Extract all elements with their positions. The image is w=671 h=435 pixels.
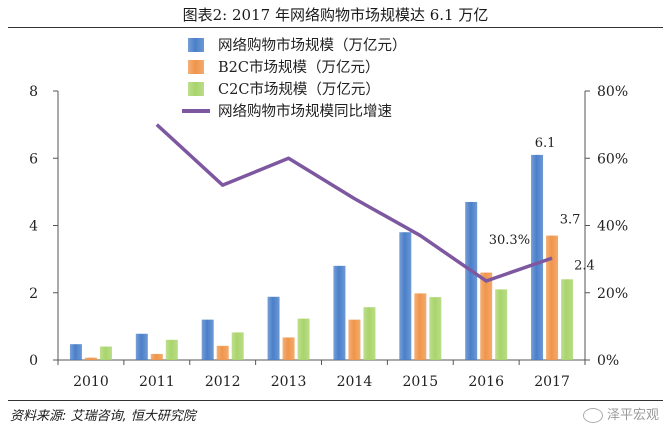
- y-right-tick-label: 0%: [597, 353, 619, 369]
- bar-3-2015: [429, 297, 442, 360]
- y-right-tick-label: 40%: [597, 219, 628, 235]
- x-tick-label: 2010: [73, 374, 109, 390]
- source-note: 资料来源: 艾瑞咨询, 恒大研究院: [10, 409, 196, 424]
- y-right-tick-label: 20%: [597, 286, 628, 302]
- x-tick-label: 2014: [337, 374, 373, 390]
- bar-3-2012: [231, 332, 244, 360]
- bar-2-2013: [282, 337, 295, 360]
- title-divider: [8, 27, 663, 28]
- bar-2-2012: [216, 345, 229, 360]
- legend-label-2: B2C市场规模（万亿元）: [218, 59, 379, 76]
- legend-swatch-3: [188, 82, 204, 96]
- legend-label-1: 网络购物市场规模（万亿元）: [218, 37, 407, 54]
- bar-3-2011: [165, 339, 178, 360]
- growth-rate-line: [155, 123, 553, 283]
- bar-3-2017: [561, 279, 574, 360]
- legend-label-4: 网络购物市场规模同比增速: [218, 103, 392, 120]
- y-left-tick-label: 4: [29, 219, 38, 235]
- source-divider: [8, 400, 663, 401]
- data-label-4: 30.3%: [489, 233, 530, 248]
- y-right-tick-label: 80%: [597, 84, 628, 100]
- bar-2-2016: [480, 272, 493, 360]
- x-tick-label: 2013: [271, 374, 307, 390]
- y-left-tick-label: 6: [29, 151, 38, 167]
- y-right-tick-label: 60%: [597, 151, 628, 167]
- bar-1-2012: [201, 319, 214, 360]
- wechat-icon: [582, 408, 603, 423]
- y-left-tick-label: 8: [29, 84, 38, 100]
- bar-2-2015: [414, 293, 427, 360]
- x-tick-label: 2016: [468, 374, 504, 390]
- bar-2-2011: [150, 353, 163, 360]
- x-tick-label: 2017: [534, 374, 570, 390]
- watermark-text: 泽平宏观: [606, 408, 659, 423]
- bar-1-2016: [465, 201, 478, 360]
- bar-1-2015: [399, 232, 412, 360]
- bar-1-2013: [267, 296, 280, 360]
- legend-swatch-2: [188, 60, 204, 74]
- watermark: 泽平宏观: [582, 404, 659, 423]
- bar-3-2013: [297, 318, 310, 360]
- bar-1-2010: [69, 344, 82, 360]
- legend-label-3: C2C市场规模（万亿元）: [218, 81, 380, 98]
- bar-1-2017: [531, 154, 544, 360]
- bar-1-2014: [333, 265, 346, 360]
- x-tick-label: 2015: [402, 374, 438, 390]
- bar-2-2014: [348, 319, 361, 360]
- chart-title: 图表2: 2017 年网络购物市场规模达 6.1 万亿: [182, 6, 489, 24]
- y-left-tick-label: 0: [29, 353, 38, 369]
- bar-3-2010: [99, 346, 112, 360]
- data-label-1: 6.1: [535, 136, 556, 151]
- bar-3-2016: [495, 289, 508, 360]
- bar-1-2011: [135, 333, 148, 360]
- x-tick-label: 2011: [139, 374, 175, 390]
- bar-2-2017: [546, 235, 559, 360]
- x-tick-label: 2012: [205, 374, 241, 390]
- data-label-2: 3.7: [560, 213, 581, 228]
- bar-3-2014: [363, 307, 376, 360]
- data-label-3: 2.4: [574, 258, 595, 273]
- bar-2-2010: [84, 357, 97, 360]
- y-left-tick-label: 2: [29, 286, 38, 302]
- legend-swatch-1: [188, 38, 204, 52]
